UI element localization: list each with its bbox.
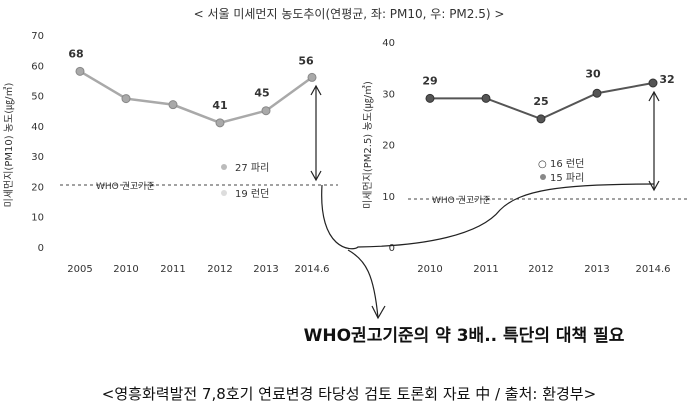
- right-x-tick-4: 2014.6: [636, 264, 671, 275]
- left-x-tick-3: 2012: [207, 264, 232, 275]
- left-data-labels: 68 41 45 56: [68, 47, 314, 111]
- right-x-tick-1: 2011: [473, 264, 498, 275]
- right-x-tick-3: 2013: [584, 264, 609, 275]
- left-y-tick-5: 50: [31, 92, 44, 103]
- left-x-ticks: 2005 2010 2011 2012 2013 2014.6: [67, 264, 329, 275]
- right-data-label-3: 32: [659, 73, 674, 86]
- right-y-tick-0: 0: [389, 243, 395, 254]
- right-y-ticks: 0 10 20 30 40: [382, 38, 395, 254]
- left-point-4: [261, 106, 271, 116]
- headline: WHO권고기준의 약 3배.. 특단의 대책 필요: [304, 325, 625, 346]
- left-x-tick-0: 2005: [67, 264, 92, 275]
- left-point-1: [121, 94, 131, 104]
- left-data-label-3: 56: [298, 54, 314, 67]
- legend-marker-paris-left: [221, 164, 227, 170]
- legend-london-right: 16 런던: [550, 158, 584, 170]
- right-y-tick-2: 20: [382, 141, 395, 152]
- left-double-arrow-top-head: [310, 84, 322, 96]
- left-data-label-1: 41: [212, 99, 227, 112]
- left-y-tick-7: 70: [31, 31, 44, 42]
- left-who-label: WHO 권고기준: [96, 180, 155, 192]
- connector-curve: [321, 183, 655, 250]
- right-point-2: [536, 114, 546, 124]
- legend-marker-london-right: ○: [538, 159, 547, 170]
- right-x-tick-0: 2010: [417, 264, 442, 275]
- left-y-tick-6: 60: [31, 61, 44, 72]
- left-y-tick-0: 0: [38, 243, 44, 254]
- legend-paris-left: 27 파리: [235, 162, 269, 174]
- legend-paris-right: 15 파리: [550, 172, 584, 184]
- right-point-0: [425, 93, 435, 103]
- left-y-ticks: 0 10 20 30 40 50 60 70: [31, 31, 44, 254]
- left-y-tick-4: 40: [31, 122, 44, 133]
- left-y-axis-label: 미세먼지(PM10) 농도(㎍/㎥): [2, 83, 15, 208]
- right-who-label: WHO 권고기준: [432, 194, 491, 206]
- down-arrow-curve: [347, 249, 379, 319]
- right-x-ticks: 2010 2011 2012 2013 2014.6: [417, 264, 670, 275]
- left-point-5: [307, 72, 317, 82]
- right-data-label-1: 25: [533, 95, 548, 108]
- right-point-3: [592, 88, 602, 98]
- left-x-tick-2: 2011: [160, 264, 185, 275]
- source-note: <영흥화력발전 7,8호기 연료변경 타당성 검토 토론회 자료 中 / 출처:…: [102, 385, 596, 403]
- right-double-arrow-top-head: [648, 90, 660, 102]
- right-point-1: [481, 93, 491, 103]
- right-x-tick-2: 2012: [528, 264, 553, 275]
- right-y-tick-4: 40: [382, 38, 395, 49]
- left-data-label-0: 68: [68, 47, 83, 60]
- right-data-labels: 29 25 30 32: [422, 67, 674, 108]
- down-arrow-head: [371, 305, 386, 320]
- left-series: [75, 66, 317, 128]
- right-data-label-2: 30: [585, 67, 601, 80]
- right-data-label-0: 29: [422, 74, 437, 87]
- left-point-2: [168, 100, 178, 110]
- left-point-3: [215, 118, 225, 128]
- right-point-4: [648, 78, 658, 88]
- left-y-tick-3: 30: [31, 152, 44, 163]
- left-x-tick-1: 2010: [113, 264, 138, 275]
- left-x-tick-5: 2014.6: [295, 264, 330, 275]
- left-point-0: [75, 66, 85, 76]
- right-y-axis-label: 미세먼지(PM2.5) 농도(㎍/㎥): [361, 81, 374, 209]
- legend-marker-paris-right: [540, 174, 546, 180]
- left-double-arrow-bottom-head: [310, 170, 322, 182]
- left-data-label-2: 45: [254, 87, 269, 100]
- right-series: [425, 78, 658, 124]
- legend-london-left: 19 런던: [235, 188, 269, 200]
- annotation-arrows: [310, 84, 660, 320]
- right-y-tick-3: 30: [382, 89, 395, 100]
- left-x-tick-4: 2013: [253, 264, 278, 275]
- right-y-tick-1: 10: [382, 192, 395, 203]
- left-series-line: [79, 70, 313, 125]
- left-y-tick-2: 20: [31, 182, 44, 193]
- legend-marker-london-left: [221, 190, 227, 196]
- right-double-arrow-bottom-head: [648, 180, 660, 192]
- chart-title: < 서울 미세먼지 농도추이(연평균, 좌: PM10, 우: PM2.5) >: [194, 7, 505, 21]
- left-y-tick-1: 10: [31, 213, 44, 224]
